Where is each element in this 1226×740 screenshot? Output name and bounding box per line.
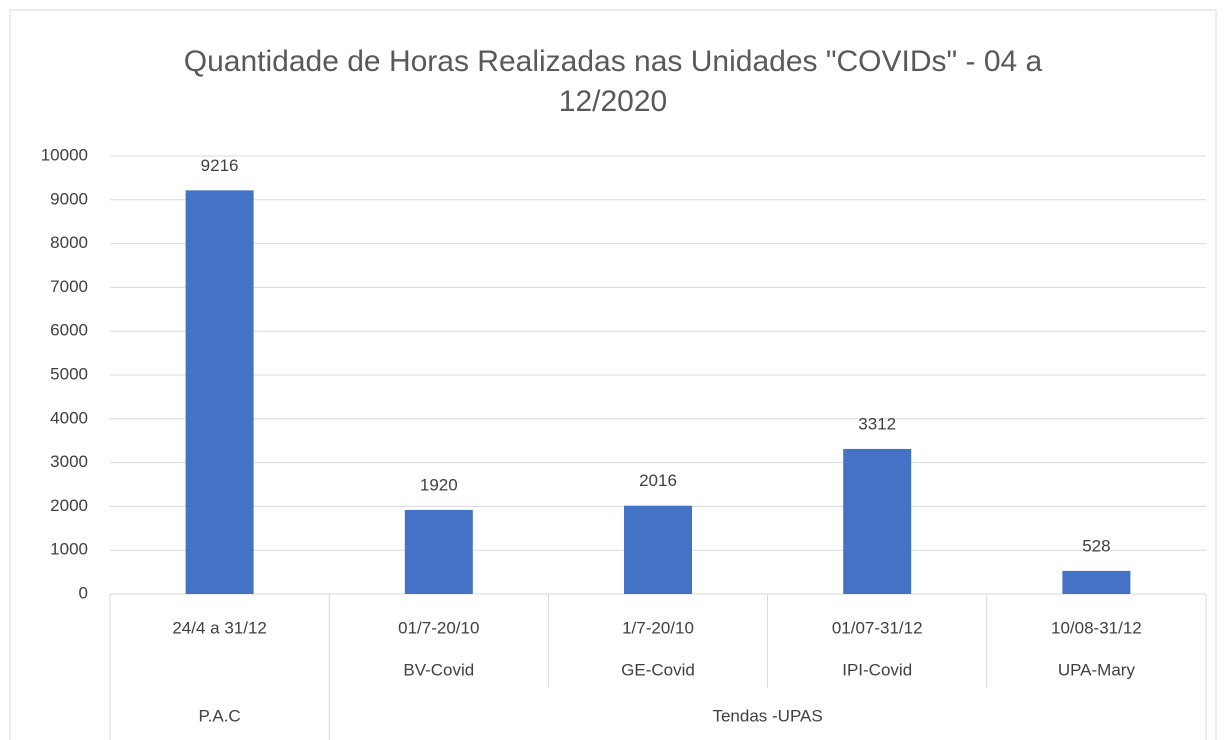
data-label: 2016	[639, 471, 677, 490]
x-tick-label: 01/7-20/10	[398, 618, 479, 637]
y-tick-label: 5000	[50, 364, 88, 383]
y-tick-label: 8000	[50, 233, 88, 252]
y-tick-label: 7000	[50, 277, 88, 296]
y-tick-label: 0	[79, 583, 88, 602]
y-tick-label: 10000	[41, 145, 88, 164]
chart-title: Quantidade de Horas Realizadas nas Unida…	[183, 45, 1043, 118]
y-tick-label: 2000	[50, 496, 88, 515]
x-subcategory-label: IPI-Covid	[842, 660, 912, 679]
bar	[404, 509, 473, 594]
x-tick-label: 10/08-31/12	[1051, 618, 1142, 637]
y-tick-label: 1000	[50, 540, 88, 559]
data-label: 1920	[420, 475, 458, 494]
bar	[843, 448, 912, 594]
x-subcategory-label: BV-Covid	[403, 660, 474, 679]
bar	[1062, 570, 1131, 594]
x-tick-label: 24/4 a 31/12	[172, 618, 267, 637]
x-tick-label: 1/7-20/10	[622, 618, 694, 637]
x-subcategory-label: GE-Covid	[621, 660, 695, 679]
data-label: 3312	[858, 414, 896, 433]
y-tick-label: 6000	[50, 321, 88, 340]
data-label: 9216	[201, 156, 239, 175]
chart-border	[9, 9, 1217, 740]
x-group-label: P.A.C	[198, 706, 240, 725]
bar	[185, 190, 254, 594]
y-tick-label: 9000	[50, 189, 88, 208]
bar	[624, 505, 692, 594]
x-group-label: Tendas -UPAS	[712, 706, 822, 725]
x-subcategory-label: UPA-Mary	[1058, 660, 1136, 679]
x-tick-label: 01/07-31/12	[832, 618, 923, 637]
data-label: 528	[1082, 536, 1110, 555]
y-tick-label: 4000	[50, 408, 88, 427]
y-tick-label: 3000	[50, 452, 88, 471]
